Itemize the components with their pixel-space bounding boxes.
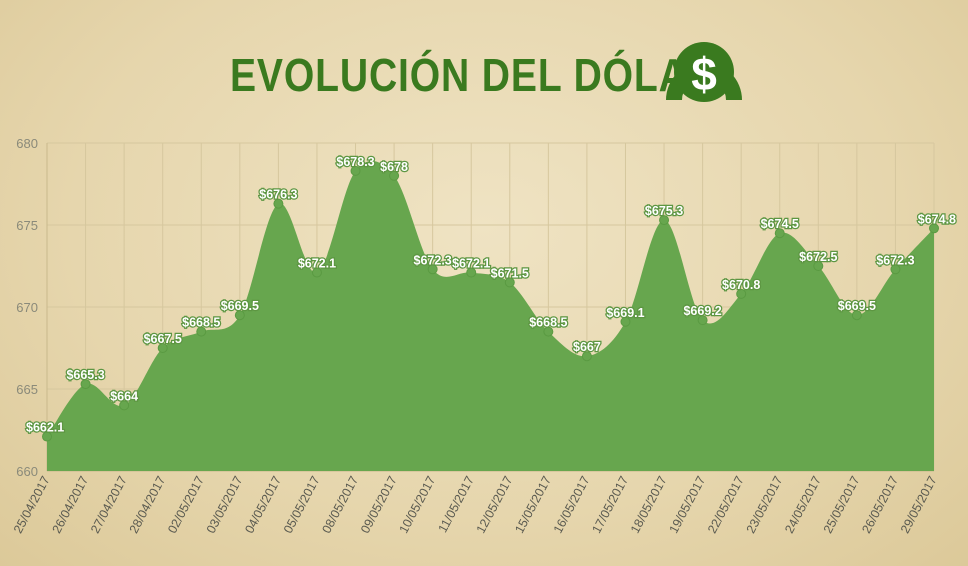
- data-point: [311, 267, 322, 278]
- x-tick-label: 19/05/2017: [667, 474, 709, 536]
- x-tick-label: 25/05/2017: [821, 474, 863, 536]
- data-label: $669.2: [683, 304, 721, 318]
- x-tick-label: 24/05/2017: [782, 474, 824, 536]
- x-tick-label: 09/05/2017: [358, 474, 400, 536]
- x-tick-label: 05/05/2017: [281, 474, 323, 536]
- y-tick-label: 665: [16, 382, 38, 397]
- data-label: $672.1: [452, 257, 490, 271]
- dollar-coin-icon: $: [666, 42, 742, 102]
- data-point: [80, 379, 91, 390]
- x-tick-label: 28/04/2017: [127, 474, 169, 536]
- x-tick-label: 22/05/2017: [705, 474, 747, 536]
- x-tick-label: 11/05/2017: [436, 474, 477, 535]
- x-tick-label: 18/05/2017: [628, 474, 670, 536]
- data-point: [350, 165, 361, 176]
- data-label: $671.5: [491, 266, 529, 280]
- x-tick-label: 27/04/2017: [88, 474, 130, 536]
- data-label: $672.5: [799, 250, 837, 264]
- data-label: $667.5: [144, 332, 182, 346]
- x-tick-label: 17/05/2017: [589, 474, 631, 536]
- data-label: $674.5: [761, 217, 799, 231]
- data-label: $675.3: [645, 204, 683, 218]
- data-label: $667: [573, 340, 601, 354]
- data-point: [929, 223, 939, 234]
- data-label: $662.1: [26, 421, 64, 435]
- data-label: $665.3: [66, 368, 104, 382]
- data-label: $676.3: [259, 188, 297, 202]
- data-point: [273, 198, 284, 209]
- y-tick-label: 675: [16, 218, 38, 233]
- data-point: [504, 277, 515, 288]
- data-point: [543, 326, 554, 337]
- data-label: $678: [380, 160, 408, 174]
- data-label: $669.5: [838, 299, 876, 313]
- data-point: [697, 315, 708, 326]
- data-label: $672.3: [414, 253, 452, 267]
- data-point: [659, 215, 670, 226]
- y-tick-label: 680: [16, 136, 38, 151]
- data-label: $678.3: [336, 155, 374, 169]
- data-label: $674.8: [918, 212, 956, 226]
- data-point: [620, 316, 631, 327]
- x-tick-label: 23/05/2017: [744, 474, 786, 536]
- x-tick-label: 04/05/2017: [242, 474, 284, 536]
- y-tick-label: 670: [16, 300, 38, 315]
- data-point: [851, 310, 862, 321]
- data-label: $669.5: [221, 299, 259, 313]
- y-tick-label: 660: [16, 464, 38, 479]
- x-tick-label: 12/05/2017: [474, 474, 516, 536]
- price-area: [47, 160, 934, 471]
- x-tick-label: 15/05/2017: [512, 474, 554, 536]
- x-tick-label: 02/05/2017: [165, 474, 207, 536]
- x-tick-label: 29/05/2017: [898, 474, 940, 536]
- data-labels: $662.1$665.3$664$667.5$668.5$669.5$676.3…: [25, 154, 958, 436]
- x-tick-label: 16/05/2017: [551, 474, 593, 536]
- x-tick-label: 25/04/2017: [11, 474, 53, 536]
- chart-header: EVOLUCIÓN DEL DÓLAR $: [0, 40, 968, 110]
- data-point: [427, 264, 438, 275]
- data-label: $669.1: [606, 306, 644, 320]
- chart-title: EVOLUCIÓN DEL DÓLAR: [230, 49, 717, 101]
- data-point: [42, 431, 52, 442]
- data-label: $670.8: [722, 278, 760, 292]
- x-tick-label: 08/05/2017: [319, 474, 361, 536]
- data-point: [581, 351, 592, 362]
- data-point: [466, 267, 477, 278]
- x-axis: 25/04/201726/04/201727/04/201728/04/2017…: [11, 474, 940, 536]
- data-point: [157, 343, 168, 353]
- data-points: [42, 165, 939, 442]
- data-point: [196, 326, 207, 337]
- data-point: [813, 261, 824, 271]
- data-point: [890, 264, 901, 275]
- y-axis: 660 665 670 675 680: [16, 136, 38, 479]
- x-tick-label: 03/05/2017: [204, 474, 246, 536]
- x-tick-label: 26/04/2017: [49, 474, 91, 536]
- data-point: [119, 400, 130, 411]
- data-point: [234, 310, 245, 321]
- svg-text:$: $: [691, 48, 717, 100]
- x-tick-label: 26/05/2017: [859, 474, 901, 536]
- data-point: [774, 228, 785, 239]
- data-label: $664: [110, 389, 138, 403]
- data-label: $672.1: [298, 257, 336, 271]
- x-tick-label: 10/05/2017: [397, 474, 439, 536]
- data-point: [389, 170, 400, 181]
- data-label: $672.3: [876, 253, 914, 267]
- data-label: $668.5: [182, 316, 220, 330]
- data-point: [736, 288, 747, 299]
- data-label: $668.5: [529, 316, 567, 330]
